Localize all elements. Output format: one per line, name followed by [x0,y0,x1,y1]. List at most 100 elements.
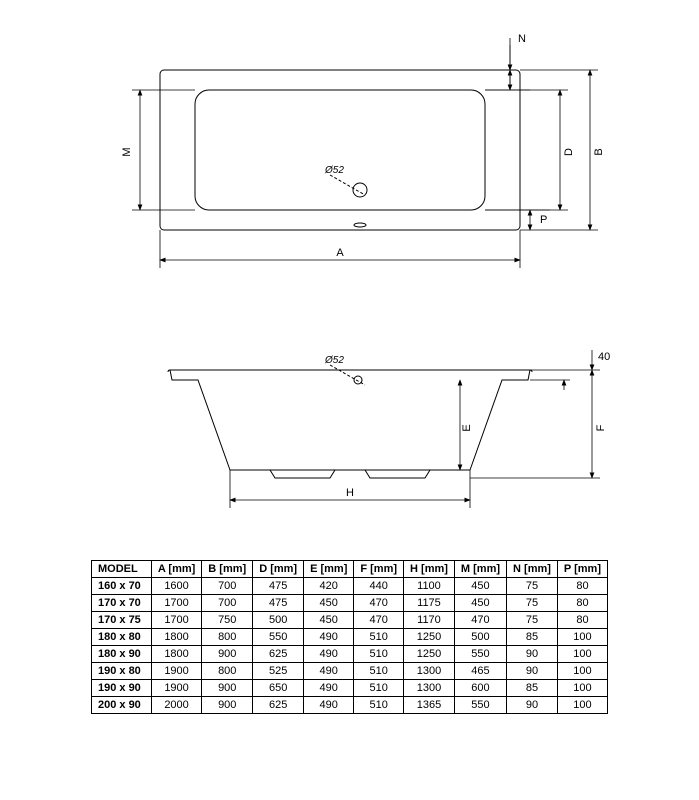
table-cell: 90 [507,646,558,663]
dim-label-D: D [563,148,575,156]
table-cell: 170 x 70 [91,595,151,612]
table-cell: 80 [557,595,607,612]
table-cell: 1700 [151,595,201,612]
table-cell: 800 [202,629,253,646]
table-cell: 550 [253,629,304,646]
table-col-header: MODEL [91,561,151,578]
table-cell: 625 [253,697,304,714]
table-cell: 550 [454,646,506,663]
table-cell: 1900 [151,680,201,697]
table-cell: 190 x 90 [91,680,151,697]
table-cell: 1600 [151,578,201,595]
dim-label-M: M [121,147,133,156]
table-cell: 700 [202,578,253,595]
table-cell: 475 [253,595,304,612]
table-cell: 85 [507,629,558,646]
table-row: 170 x 75170075050045047011704707580 [91,612,607,629]
table-cell: 170 x 75 [91,612,151,629]
table-cell: 500 [454,629,506,646]
table-cell: 75 [507,595,558,612]
table-cell: 80 [557,578,607,595]
table-cell: 525 [253,663,304,680]
table-cell: 900 [202,697,253,714]
table-cell: 200 x 90 [91,697,151,714]
table-row: 190 x 901900900650490510130060085100 [91,680,607,697]
table-col-header: F [mm] [354,561,404,578]
dim-label-B: B [593,148,605,155]
table-cell: 550 [454,697,506,714]
table-cell: 80 [557,612,607,629]
table-col-header: N [mm] [507,561,558,578]
table-cell: 450 [304,595,354,612]
table-cell: 85 [507,680,558,697]
table-cell: 510 [354,680,404,697]
table-cell: 1300 [404,663,455,680]
table-cell: 500 [253,612,304,629]
table-cell: 470 [454,612,506,629]
table-cell: 625 [253,646,304,663]
table-row: 170 x 70170070047545047011754507580 [91,595,607,612]
dim-label-F: F [595,424,607,431]
table-cell: 180 x 90 [91,646,151,663]
drain-dia-label-top: Ø52 [324,165,344,176]
table-cell: 190 x 80 [91,663,151,680]
table-cell: 510 [354,663,404,680]
top-view-drawing: A M B D [70,20,630,300]
table-row: 180 x 801800800550490510125050085100 [91,629,607,646]
table-cell: 1900 [151,663,201,680]
table-col-header: E [mm] [304,561,354,578]
side-view-drawing: 40 F E H Ø52 [70,330,630,530]
table-row: 160 x 70160070047542044011004507580 [91,578,607,595]
table-cell: 1170 [404,612,455,629]
table-cell: 650 [253,680,304,697]
table-cell: 90 [507,663,558,680]
dim-label-P: P [540,214,547,226]
table-cell: 1800 [151,646,201,663]
table-cell: 1250 [404,646,455,663]
table-row: 180 x 901800900625490510125055090100 [91,646,607,663]
table-cell: 2000 [151,697,201,714]
table-cell: 900 [202,680,253,697]
table-cell: 75 [507,578,558,595]
table-col-header: A [mm] [151,561,201,578]
table-cell: 800 [202,663,253,680]
table-cell: 1300 [404,680,455,697]
table-cell: 420 [304,578,354,595]
table-col-header: D [mm] [253,561,304,578]
table-cell: 100 [557,629,607,646]
dimensions-table: MODELA [mm]B [mm]D [mm]E [mm]F [mm]H [mm… [91,560,608,714]
table-cell: 180 x 80 [91,629,151,646]
table-cell: 750 [202,612,253,629]
table-cell: 510 [354,697,404,714]
table-cell: 510 [354,629,404,646]
table-cell: 1175 [404,595,455,612]
table-cell: 1700 [151,612,201,629]
table-cell: 100 [557,663,607,680]
drain-dia-label-side: Ø52 [324,355,344,366]
table-cell: 510 [354,646,404,663]
table-cell: 470 [354,612,404,629]
table-body: 160 x 70160070047542044011004507580170 x… [91,578,607,714]
table-cell: 700 [202,595,253,612]
dim-label-E: E [461,424,473,431]
table-cell: 90 [507,697,558,714]
table-cell: 100 [557,646,607,663]
table-cell: 470 [354,595,404,612]
table-col-header: B [mm] [202,561,253,578]
table-header-row: MODELA [mm]B [mm]D [mm]E [mm]F [mm]H [mm… [91,561,607,578]
table-cell: 450 [454,578,506,595]
table-cell: 75 [507,612,558,629]
page: A M B D [10,20,689,714]
dim-label-H: H [346,487,354,499]
table-cell: 490 [304,697,354,714]
table-cell: 100 [557,680,607,697]
table-cell: 440 [354,578,404,595]
table-cell: 1800 [151,629,201,646]
table-col-header: H [mm] [404,561,455,578]
table-cell: 600 [454,680,506,697]
table-cell: 490 [304,646,354,663]
table-cell: 450 [454,595,506,612]
table-cell: 900 [202,646,253,663]
dim-label-A: A [336,247,344,259]
dim-label-N: N [518,33,526,45]
